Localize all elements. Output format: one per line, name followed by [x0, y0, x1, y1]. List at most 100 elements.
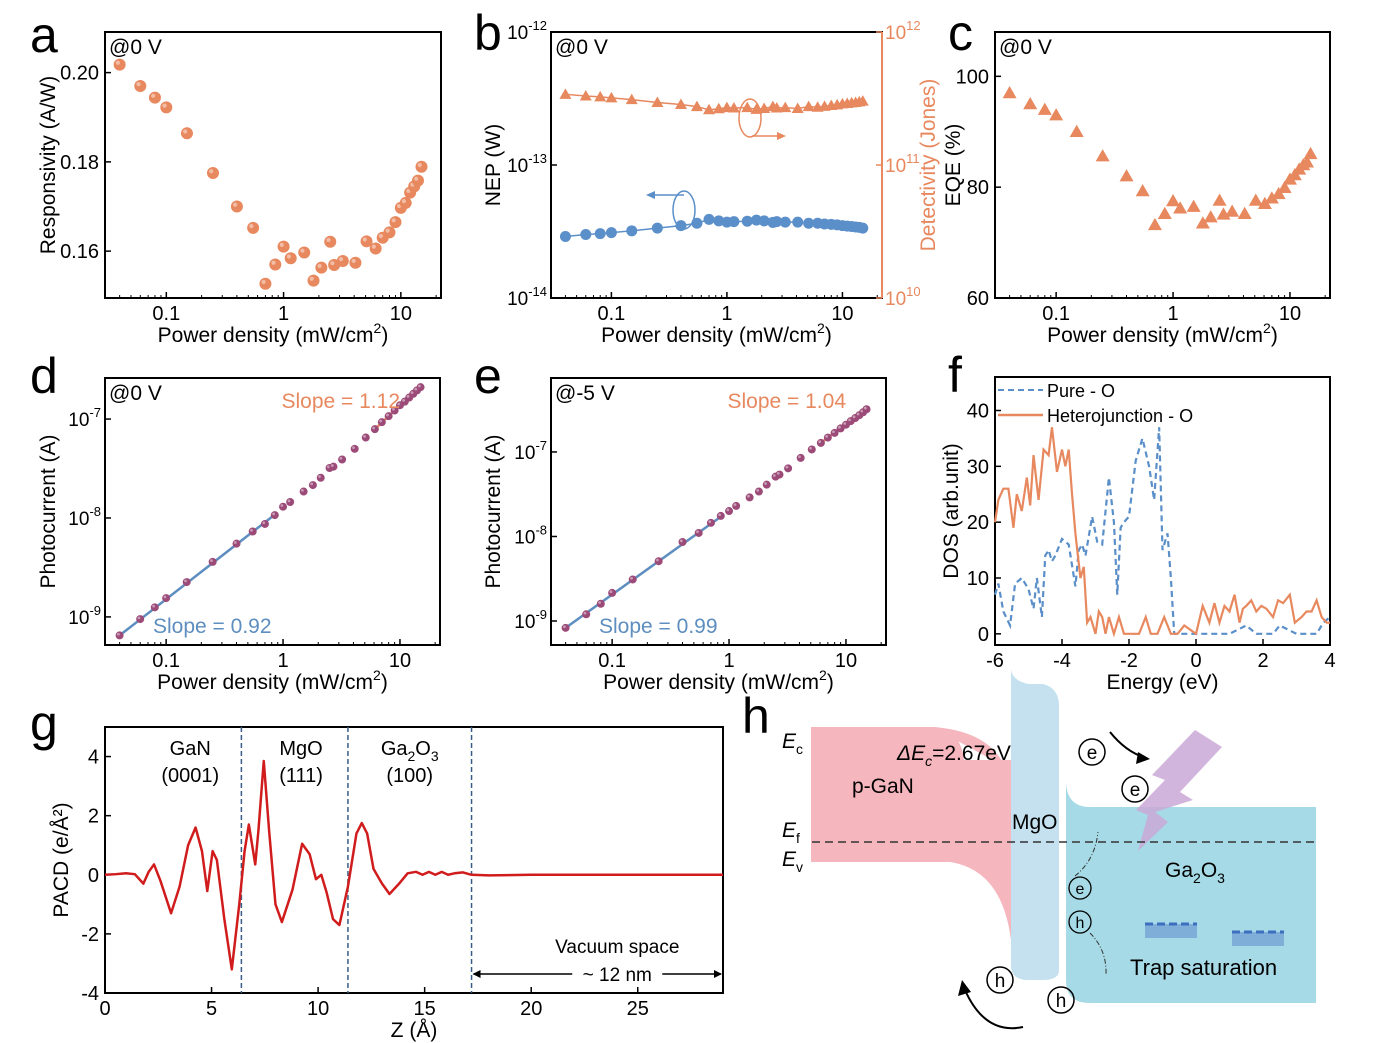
ga2o3-label: Ga2O3 [1165, 859, 1225, 886]
recombination-down-arrow [1089, 932, 1107, 976]
x-axis-label: Power density (mW/cm2) [158, 320, 389, 347]
data-point-highlight [397, 402, 401, 406]
plot-frame [550, 31, 883, 299]
plot-frame [104, 377, 441, 646]
detectivity-point [625, 93, 638, 105]
data-point-highlight [656, 558, 659, 562]
panel-label-a: a [30, 7, 58, 63]
data-point-highlight [309, 276, 314, 281]
y-tick-label: 4 [88, 747, 99, 769]
x-tick-label: 15 [414, 998, 436, 1020]
data-point [316, 473, 325, 482]
data-point-highlight [583, 611, 587, 615]
x-tick-label: 0.1 [152, 650, 180, 672]
ef-label: Ef [782, 819, 800, 846]
data-point-highlight [300, 248, 305, 253]
data-point [1264, 191, 1279, 204]
panel-label-f: f [948, 347, 962, 403]
data-point-highlight [115, 60, 120, 65]
data-point [284, 252, 297, 265]
vacuum-label: Vacuum space [555, 937, 679, 958]
x-tick-label: 0.1 [152, 303, 180, 325]
data-point-highlight [630, 576, 633, 580]
data-point-highlight [301, 488, 304, 492]
data-point-highlight [733, 503, 737, 507]
y-tick-label: 10-8 [514, 522, 547, 548]
plot-frame [550, 377, 887, 646]
detectivity-point [791, 102, 804, 113]
x-tick-label: 10 [390, 303, 412, 325]
data-point [299, 487, 308, 496]
nep-axis-arrowhead [646, 191, 655, 199]
y-right-tick-label: 1012 [885, 18, 921, 44]
panel-h-band-diagram: Ec Ef Ev ΔEc=2.67eV p-GaN MgO Ga2O3 Trap… [782, 668, 1316, 1030]
electron-carrier-2: e [1121, 775, 1149, 803]
data-point [1303, 146, 1318, 160]
pure-o-line [993, 427, 1331, 635]
data-point-highlight [563, 625, 566, 629]
nep-point [771, 216, 783, 228]
data-point-highlight [379, 419, 383, 423]
data-point [1248, 193, 1263, 206]
data-point [706, 518, 715, 527]
data-point [1135, 184, 1150, 197]
data-point [383, 226, 396, 239]
data-point [796, 453, 805, 462]
region-sublabel: (100) [386, 765, 433, 787]
x-tick-label: 1 [721, 303, 732, 325]
hole-carrier-1: h [1068, 910, 1092, 934]
data-point-highlight [371, 244, 376, 249]
data-point [307, 274, 320, 287]
data-point-highlight [798, 455, 801, 459]
data-point [415, 160, 428, 173]
nep-point [605, 227, 617, 239]
data-point [654, 557, 663, 566]
detectivity-point [770, 102, 783, 113]
data-point [823, 433, 832, 442]
data-point [308, 481, 317, 490]
data-point [1157, 206, 1172, 220]
x-axis-label: Power density (mW/cm2) [603, 667, 834, 694]
region-sublabel: (0001) [161, 765, 219, 787]
trap-saturation-label: Trap saturation [1130, 955, 1277, 980]
y-tick-label: 10-7 [68, 405, 101, 431]
lightning-icon [1136, 730, 1222, 851]
panel-label-b: b [474, 5, 502, 61]
data-point [182, 578, 191, 587]
panel-b-nep-detectivity-chart: 0.1 1 10 10-14 10-13 10-12 Power density (mW/c… [482, 18, 940, 347]
data-point [862, 405, 871, 414]
x-tick-label: 10 [831, 303, 853, 325]
y-tick-label: 0 [88, 865, 99, 887]
data-point-highlight [417, 384, 421, 388]
nep-point [803, 217, 815, 229]
nep-axis-indicator-ellipse [672, 190, 696, 230]
recombination-up-arrow [1074, 831, 1099, 877]
data-point [162, 594, 171, 603]
data-point [336, 254, 349, 267]
data-point [350, 444, 359, 453]
x-axis-label: Energy (eV) [1106, 671, 1218, 694]
data-point-highlight [809, 446, 812, 450]
data-point-highlight [117, 632, 120, 636]
data-point-highlight [272, 512, 275, 516]
panel-label-h: h [742, 688, 770, 744]
x-tick-label: 0 [99, 998, 110, 1020]
panel-c-eqe-chart: 0.1 1 10 60 80 100 Power density (mW/cm2) EQE (… [942, 31, 1331, 347]
data-point [1119, 169, 1134, 182]
y-tick-label: -4 [81, 983, 99, 1005]
x-tick-label: 1 [723, 650, 734, 672]
data-point [361, 433, 370, 442]
legend-heterojunction-o-label: Heterojunction - O [1047, 406, 1193, 426]
data-point-highlight [326, 465, 330, 469]
y-axis-label: PACD (e/Å²) [50, 802, 73, 917]
data-point [1037, 102, 1052, 115]
data-point-highlight [772, 474, 776, 477]
data-point [298, 246, 311, 259]
x-tick-label: 20 [520, 998, 542, 1020]
hole-flow-arrow [964, 989, 1024, 1030]
data-point-highlight [151, 93, 156, 98]
y-tick-label: 80 [967, 177, 989, 199]
nep-point [626, 225, 638, 237]
x-tick-label: 0.1 [597, 303, 625, 325]
